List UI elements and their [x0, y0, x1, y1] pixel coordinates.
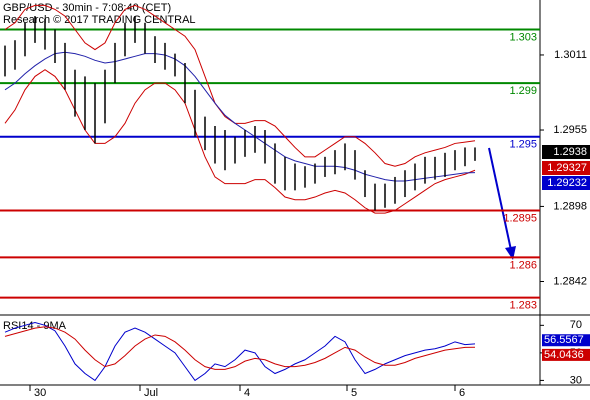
rsi-line — [4, 326, 476, 370]
rsi-line — [4, 322, 476, 382]
level-label: 1.283 — [509, 299, 537, 311]
x-tick-label: 30 — [34, 387, 46, 399]
rsi-marker-box — [542, 334, 590, 347]
x-tick-label: Jul — [144, 387, 158, 399]
overlay-line — [4, 69, 476, 214]
overlay-line — [4, 4, 476, 167]
level-label: 1.295 — [509, 139, 537, 151]
price-marker-box — [542, 145, 590, 159]
level-label: 1.286 — [509, 259, 537, 271]
rsi-marker-label: 54.0436 — [544, 349, 584, 361]
price-marker-label: 1.29232 — [547, 177, 587, 189]
rsi-label: RSI14 - 9MA — [3, 320, 67, 332]
level-label: 1.303 — [509, 31, 537, 43]
level-label: 1.299 — [509, 85, 537, 97]
chart-subtitle: Research © 2017 TRADING CENTRAL — [3, 14, 196, 26]
rsi-marker-box — [542, 348, 590, 361]
price-marker-box — [542, 176, 590, 190]
level-label: 1.2895 — [503, 212, 537, 224]
overlay-line — [4, 51, 476, 182]
x-tick-label: 5 — [351, 387, 357, 399]
rsi-y-tick-label: 30 — [570, 374, 582, 386]
price-marker-label: 1.2938 — [553, 146, 587, 158]
rsi-y-tick-label: 70 — [570, 319, 582, 331]
y-tick-label: 1.2955 — [553, 124, 587, 136]
y-tick-label: 1.2842 — [553, 275, 587, 287]
price-marker-label: 1.29327 — [547, 162, 587, 174]
price-marker-box — [542, 161, 590, 175]
x-tick-label: 4 — [244, 387, 250, 399]
rsi-marker-label: 56.5567 — [544, 334, 584, 346]
x-tick-label: 6 — [459, 387, 465, 399]
y-tick-label: 1.2898 — [553, 200, 587, 212]
y-tick-label: 1.3011 — [554, 49, 587, 61]
